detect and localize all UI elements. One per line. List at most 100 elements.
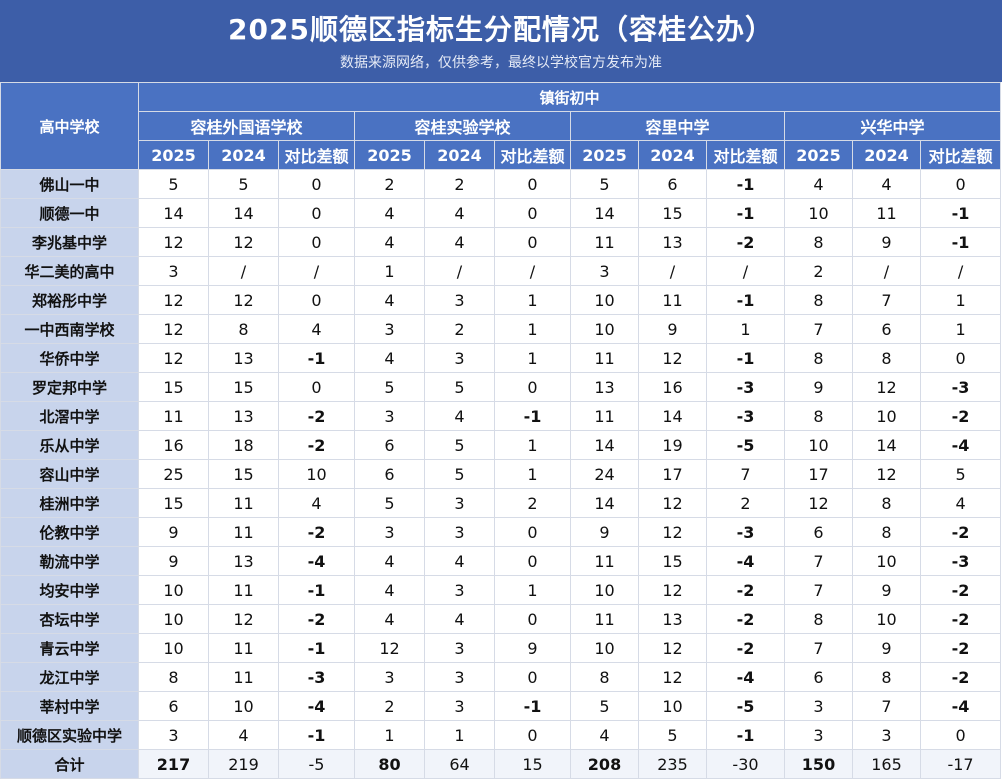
school-header: 容桂实验学校	[354, 111, 571, 141]
table-cell: 2	[424, 169, 495, 199]
table-cell: 9	[570, 517, 639, 547]
table-cell: -2	[278, 604, 355, 634]
table-cell: 4	[354, 198, 425, 228]
table-cell: -30	[706, 749, 785, 779]
table-cell: 1	[494, 343, 571, 373]
table-cell: 4	[570, 720, 639, 750]
table-row: 罗定邦中学 15 15 0 5 5 0 13 16 -3 9 12 -3	[0, 372, 1002, 402]
total-label: 合计	[0, 749, 139, 779]
table-cell: 3	[354, 314, 425, 344]
table-cell: 12	[638, 517, 707, 547]
table-cell: 0	[919, 169, 1002, 199]
table-cell: 11	[570, 343, 639, 373]
table-cell: -4	[919, 430, 1002, 460]
school-header: 容里中学	[570, 111, 785, 141]
table-cell: 6	[354, 459, 425, 489]
table-cell: -1	[706, 720, 785, 750]
subcol-header: 2024	[852, 140, 921, 170]
table-cell: 0	[919, 343, 1002, 373]
table-cell: 4	[784, 169, 853, 199]
table-cell: 9	[852, 575, 921, 605]
table-cell: /	[919, 256, 1002, 286]
table-cell: 17	[784, 459, 853, 489]
table-cell: 4	[354, 604, 425, 634]
table-cell: 4	[354, 575, 425, 605]
school-name: 容山中学	[0, 459, 139, 489]
table-cell: 2	[784, 256, 853, 286]
table-cell: 12	[638, 343, 707, 373]
table-cell: 1	[494, 459, 571, 489]
table-cell: 8	[852, 488, 921, 518]
table-cell: 3	[852, 720, 921, 750]
row-header-label: 高中学校	[0, 82, 139, 170]
table-cell: -1	[919, 227, 1002, 257]
table-cell: 15	[638, 546, 707, 576]
title-bar: 2025顺德区指标生分配情况（容桂公办） 数据来源网络，仅供参考，最终以学校官方…	[0, 0, 1002, 82]
table-cell: 12	[852, 372, 921, 402]
table-cell: 0	[494, 198, 571, 228]
table-cell: -2	[706, 633, 785, 663]
school-name: 莘村中学	[0, 691, 139, 721]
table-row: 容山中学 25 15 10 6 5 1 24 17 7 17 12 5	[0, 459, 1002, 489]
table-cell: 12	[138, 285, 209, 315]
table-cell: 9	[138, 517, 209, 547]
table-cell: 3	[354, 517, 425, 547]
table-cell: -3	[919, 372, 1002, 402]
table-cell: 7	[784, 633, 853, 663]
table-cell: 12	[638, 488, 707, 518]
school-name: 均安中学	[0, 575, 139, 605]
table-cell: 11	[570, 401, 639, 431]
table-cell: 3	[138, 720, 209, 750]
table-cell: 10	[138, 575, 209, 605]
table-cell: 12	[208, 285, 279, 315]
table-cell: 6	[354, 430, 425, 460]
table-cell: 14	[570, 198, 639, 228]
table-cell: 11	[208, 488, 279, 518]
table-cell: 11	[208, 517, 279, 547]
school-name: 勒流中学	[0, 546, 139, 576]
table-cell: 15	[208, 459, 279, 489]
table-cell: 1	[494, 314, 571, 344]
table-cell: 3	[424, 662, 495, 692]
table-cell: 0	[494, 169, 571, 199]
table-cell: 25	[138, 459, 209, 489]
table-cell: 3	[138, 256, 209, 286]
table-cell: 4	[852, 169, 921, 199]
table-cell: 0	[494, 546, 571, 576]
table-cell: -2	[919, 575, 1002, 605]
table-cell: -2	[706, 227, 785, 257]
table-cell: /	[638, 256, 707, 286]
table-cell: 14	[138, 198, 209, 228]
table-cell: 12	[638, 575, 707, 605]
table-cell: 13	[208, 546, 279, 576]
table-cell: 7	[852, 285, 921, 315]
table-cell: -2	[919, 662, 1002, 692]
table-cell: -2	[919, 633, 1002, 663]
table-cell: 8	[784, 343, 853, 373]
table-cell: 8	[852, 517, 921, 547]
table-cell: 5	[570, 691, 639, 721]
table-cell: -1	[706, 198, 785, 228]
table-cell: 5	[424, 372, 495, 402]
table-cell: 4	[424, 604, 495, 634]
table-cell: 4	[424, 198, 495, 228]
table-cell: 5	[424, 459, 495, 489]
table-cell: 7	[852, 691, 921, 721]
table-cell: 10	[138, 604, 209, 634]
table-cell: 11	[208, 575, 279, 605]
table-cell: 1	[424, 720, 495, 750]
table-cell: 10	[852, 401, 921, 431]
table-row: 李兆基中学 12 12 0 4 4 0 11 13 -2 8 9 -1	[0, 227, 1002, 257]
table-row: 勒流中学 9 13 -4 4 4 0 11 15 -4 7 10 -3	[0, 546, 1002, 576]
table-cell: -3	[706, 517, 785, 547]
table-cell: -5	[706, 691, 785, 721]
table-cell: 14	[638, 401, 707, 431]
table-cell: 0	[494, 604, 571, 634]
table-cell: 7	[706, 459, 785, 489]
subcol-header: 对比差额	[494, 140, 571, 170]
table-cell: 6	[852, 314, 921, 344]
table-cell: -4	[706, 546, 785, 576]
table-cell: 13	[570, 372, 639, 402]
school-name: 郑裕彤中学	[0, 285, 139, 315]
table-cell: 3	[424, 285, 495, 315]
